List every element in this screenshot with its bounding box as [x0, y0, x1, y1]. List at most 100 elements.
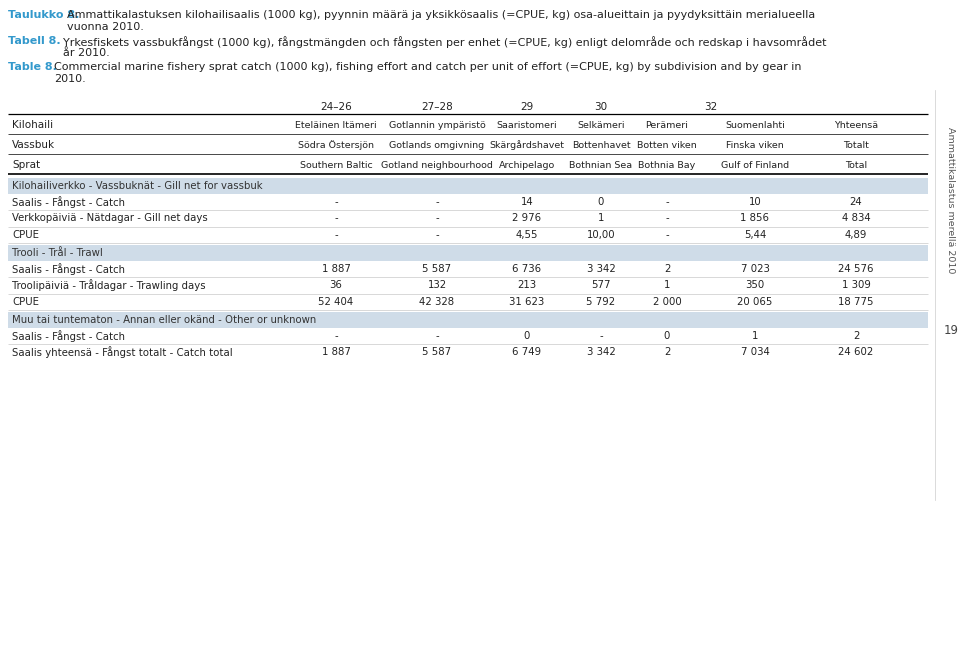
Text: Skärgårdshavet: Skärgårdshavet: [490, 140, 564, 150]
Text: Kilohaili: Kilohaili: [12, 120, 53, 130]
Text: Gotlannin ympäristö: Gotlannin ympäristö: [389, 121, 486, 129]
Text: 6 749: 6 749: [513, 347, 541, 357]
Text: Eteläinen Itämeri: Eteläinen Itämeri: [295, 121, 377, 129]
Text: Southern Baltic: Southern Baltic: [300, 161, 372, 170]
Text: 5 587: 5 587: [422, 264, 451, 274]
Text: 10,00: 10,00: [587, 230, 615, 240]
Text: 10: 10: [749, 197, 761, 207]
Text: 5 792: 5 792: [587, 297, 615, 307]
Text: Gotlands omgivning: Gotlands omgivning: [390, 141, 485, 149]
Text: Trooli - Trål - Trawl: Trooli - Trål - Trawl: [12, 248, 103, 258]
Text: 213: 213: [517, 280, 537, 290]
Text: Ammattikalastuksen kilohailisaalis (1000 kg), pyynnin määrä ja yksikkösaalis (=C: Ammattikalastuksen kilohailisaalis (1000…: [67, 10, 815, 20]
Text: Yhteensä: Yhteensä: [834, 121, 878, 129]
Text: -: -: [435, 331, 439, 341]
Text: 2: 2: [663, 347, 670, 357]
Text: Botten viken: Botten viken: [637, 141, 697, 149]
Text: 7 023: 7 023: [740, 264, 769, 274]
Text: Bothnian Sea: Bothnian Sea: [569, 161, 633, 170]
Text: -: -: [334, 197, 338, 207]
Text: 24 602: 24 602: [838, 347, 874, 357]
Text: 14: 14: [520, 197, 534, 207]
Text: 0: 0: [524, 331, 530, 341]
Text: 2: 2: [852, 331, 859, 341]
Text: Yrkesfiskets vassbukfångst (1000 kg), fångstmängden och fångsten per enhet (=CPU: Yrkesfiskets vassbukfångst (1000 kg), få…: [63, 36, 827, 48]
Text: 32: 32: [705, 102, 718, 112]
Text: Totalt: Totalt: [843, 141, 869, 149]
Text: 1 856: 1 856: [740, 213, 770, 223]
Text: Bottenhavet: Bottenhavet: [572, 141, 631, 149]
Text: Gotland neighbourhood: Gotland neighbourhood: [381, 161, 492, 170]
Text: Suomenlahti: Suomenlahti: [725, 121, 785, 129]
Text: Saaristomeri: Saaristomeri: [496, 121, 558, 129]
Text: -: -: [435, 230, 439, 240]
Text: -: -: [334, 230, 338, 240]
Text: 24: 24: [850, 197, 862, 207]
Text: Finska viken: Finska viken: [726, 141, 784, 149]
Text: 27–28: 27–28: [421, 102, 453, 112]
Text: 1 887: 1 887: [322, 264, 350, 274]
Text: Table 8.: Table 8.: [8, 62, 57, 72]
Text: Commercial marine fishery sprat catch (1000 kg), fishing effort and catch per un: Commercial marine fishery sprat catch (1…: [54, 62, 802, 72]
Text: 36: 36: [329, 280, 343, 290]
Text: 577: 577: [591, 280, 611, 290]
Text: 30: 30: [594, 102, 608, 112]
Text: 2: 2: [663, 264, 670, 274]
Text: 5,44: 5,44: [744, 230, 766, 240]
Text: Kilohailiverkko - Vassbuknät - Gill net for vassbuk: Kilohailiverkko - Vassbuknät - Gill net …: [12, 181, 263, 191]
Text: Archipelago: Archipelago: [499, 161, 555, 170]
Text: 29: 29: [520, 102, 534, 112]
Text: Tabell 8.: Tabell 8.: [8, 36, 60, 46]
Text: Saalis - Fångst - Catch: Saalis - Fångst - Catch: [12, 196, 125, 208]
Text: 0: 0: [663, 331, 670, 341]
Text: Selkämeri: Selkämeri: [577, 121, 625, 129]
Text: 5 587: 5 587: [422, 347, 451, 357]
Text: Muu tai tuntematon - Annan eller okänd - Other or unknown: Muu tai tuntematon - Annan eller okänd -…: [12, 315, 316, 325]
Text: år 2010.: år 2010.: [63, 48, 109, 58]
Text: 24–26: 24–26: [320, 102, 352, 112]
Bar: [8, 312, 928, 328]
Text: 31 623: 31 623: [510, 297, 544, 307]
Text: 1: 1: [752, 331, 758, 341]
Text: 4,55: 4,55: [516, 230, 539, 240]
Text: 1: 1: [663, 280, 670, 290]
Text: Saalis - Fångst - Catch: Saalis - Fångst - Catch: [12, 263, 125, 275]
Text: Troolipäiviä - Tråldagar - Trawling days: Troolipäiviä - Tråldagar - Trawling days: [12, 279, 205, 291]
Text: 3 342: 3 342: [587, 264, 615, 274]
Bar: [8, 178, 928, 194]
Bar: [8, 245, 928, 261]
Text: Taulukko 8.: Taulukko 8.: [8, 10, 80, 20]
Text: Saalis yhteensä - Fångst totalt - Catch total: Saalis yhteensä - Fångst totalt - Catch …: [12, 346, 232, 358]
Text: 0: 0: [598, 197, 604, 207]
Text: 1 887: 1 887: [322, 347, 350, 357]
Text: 2 976: 2 976: [513, 213, 541, 223]
Text: 4,89: 4,89: [845, 230, 867, 240]
Text: 1: 1: [598, 213, 604, 223]
Text: Saalis - Fångst - Catch: Saalis - Fångst - Catch: [12, 330, 125, 342]
Text: 24 576: 24 576: [838, 264, 874, 274]
Text: vuonna 2010.: vuonna 2010.: [67, 22, 144, 32]
Text: Vassbuk: Vassbuk: [12, 140, 55, 150]
Text: Verkkopäiviä - Nätdagar - Gill net days: Verkkopäiviä - Nätdagar - Gill net days: [12, 213, 207, 223]
Text: -: -: [334, 331, 338, 341]
Text: 2 000: 2 000: [653, 297, 682, 307]
Text: 7 034: 7 034: [740, 347, 769, 357]
Text: -: -: [665, 197, 669, 207]
Text: 6 736: 6 736: [513, 264, 541, 274]
Text: 4 834: 4 834: [842, 213, 871, 223]
Text: -: -: [665, 213, 669, 223]
Text: -: -: [599, 331, 603, 341]
Text: 1 309: 1 309: [842, 280, 871, 290]
Text: -: -: [665, 230, 669, 240]
Text: 350: 350: [745, 280, 764, 290]
Text: 52 404: 52 404: [319, 297, 353, 307]
Text: 132: 132: [427, 280, 446, 290]
Text: Sprat: Sprat: [12, 160, 40, 170]
Text: -: -: [435, 213, 439, 223]
Text: Total: Total: [845, 161, 867, 170]
Text: 20 065: 20 065: [737, 297, 773, 307]
Text: Södra Östersjön: Södra Östersjön: [298, 140, 374, 150]
Text: -: -: [435, 197, 439, 207]
Text: 2010.: 2010.: [54, 74, 85, 84]
Text: -: -: [334, 213, 338, 223]
